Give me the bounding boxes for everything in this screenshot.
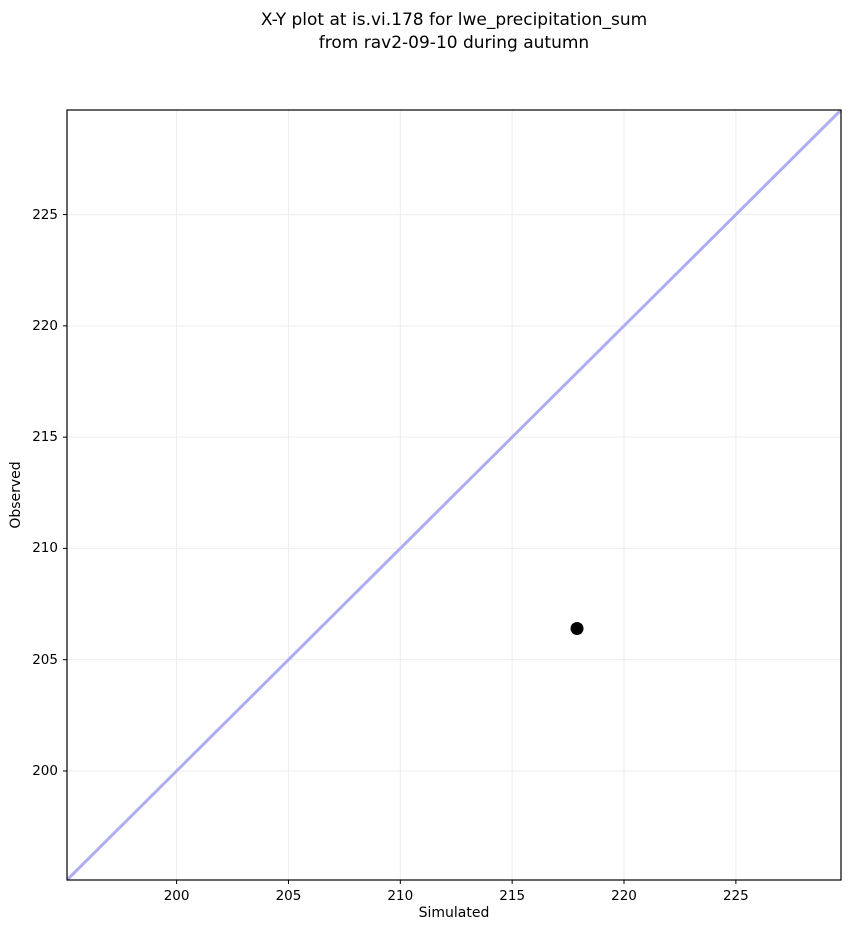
x-tick-label: 205 bbox=[275, 888, 302, 904]
chart-title: X-Y plot at is.vi.178 for lwe_precipitat… bbox=[67, 9, 841, 55]
chart-title-line2: from rav2-09-10 during autumn bbox=[318, 33, 590, 53]
identity-line bbox=[67, 110, 841, 880]
x-axis-label: Simulated bbox=[418, 905, 490, 921]
y-tick-label: 210 bbox=[32, 540, 58, 557]
y-tick-label: 225 bbox=[32, 206, 58, 223]
x-tick-label: 225 bbox=[722, 888, 749, 904]
observation-point bbox=[570, 622, 584, 636]
y-tick-label: 220 bbox=[32, 317, 58, 334]
y-axis-label: Observed bbox=[8, 461, 24, 529]
y-tick-label: 205 bbox=[32, 651, 58, 668]
y-tick-label: 200 bbox=[32, 762, 58, 779]
y-tick-label: 215 bbox=[32, 429, 58, 446]
x-tick-label: 200 bbox=[163, 888, 190, 904]
plot-border bbox=[66, 109, 842, 881]
x-tick-label: 220 bbox=[611, 888, 637, 904]
x-tick-label: 215 bbox=[499, 888, 526, 904]
chart-title-line1: X-Y plot at is.vi.178 for lwe_precipitat… bbox=[260, 10, 648, 30]
x-tick-label: 210 bbox=[387, 888, 414, 904]
